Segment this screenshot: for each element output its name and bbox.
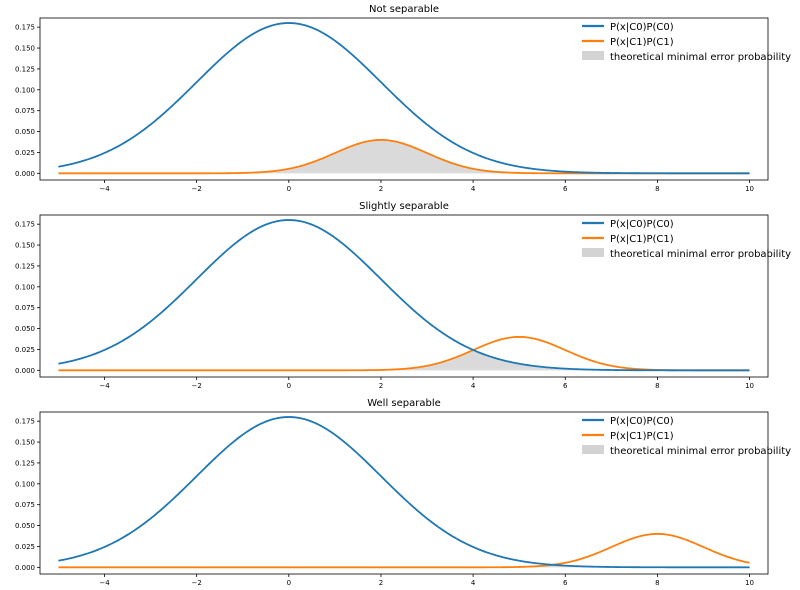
c0-curve (58, 22, 750, 175)
y-tick-label: 0.125 (15, 459, 35, 467)
legend-swatch-area (582, 51, 604, 60)
y-tick-label: 0.175 (15, 418, 35, 426)
x-tick-label: 4 (471, 382, 476, 390)
c0-curve (58, 416, 750, 569)
legend-entry: P(x|C1)P(C1) (610, 37, 674, 48)
chart-svg: Not separable −4 −2 0 2 4 6 8 10 0.000 0.025 0.050 0… (15, 4, 791, 193)
legend-entry: theoretical minimal error probability (610, 446, 791, 457)
legend-swatch-area (582, 445, 604, 454)
y-tick-label: 0.025 (15, 346, 35, 354)
y-tick-label: 0.050 (15, 325, 35, 333)
x-tick-label: −4 (99, 185, 110, 193)
y-tick-label: 0.100 (15, 480, 35, 488)
subplot-not-separable: Not separable −4 −2 0 2 4 6 8 10 0.000 0.025 0.050 0… (0, 0, 800, 196)
c1-curve (58, 336, 750, 372)
legend-entry: P(x|C0)P(C0) (610, 22, 674, 33)
x-tick-label: 4 (471, 579, 476, 587)
y-tick-label: 0.075 (15, 304, 35, 312)
legend-entry: theoretical minimal error probability (610, 249, 791, 260)
x-tick-label: 8 (655, 382, 659, 390)
axes-frame (39, 17, 769, 181)
y-tick-label: 0.150 (15, 45, 35, 53)
x-tick-label: 10 (745, 382, 754, 390)
error-probability-area (58, 350, 750, 371)
x-tick-label: 10 (745, 185, 754, 193)
y-tick-label: 0.150 (15, 242, 35, 250)
x-tick-label: 4 (471, 185, 476, 193)
x-tick-label: 0 (287, 185, 291, 193)
y-tick-label: 0.000 (15, 564, 35, 572)
chart-title: Well separable (367, 398, 441, 409)
error-probability-area (58, 139, 750, 174)
legend-entry: P(x|C0)P(C0) (610, 219, 674, 230)
x-tick-label: 0 (287, 382, 291, 390)
subplot-slightly-separable: Slightly separable −4 −2 0 2 4 6 8 10 0.000 0.025 0… (0, 197, 800, 393)
y-tick-label: 0.125 (15, 65, 35, 73)
x-tick-label: −2 (191, 579, 201, 587)
y-tick-label: 0.025 (15, 543, 35, 551)
y-tick-label: 0.025 (15, 149, 35, 157)
y-tick-label: 0.100 (15, 86, 35, 94)
legend-entry: theoretical minimal error probability (610, 52, 791, 63)
c1-curve (58, 533, 750, 569)
chart-title: Not separable (369, 4, 439, 15)
legend-swatch-area (582, 248, 604, 257)
x-tick-label: −4 (99, 579, 110, 587)
legend-entry: P(x|C1)P(C1) (610, 431, 674, 442)
y-tick-label: 0.000 (15, 170, 35, 178)
y-tick-label: 0.175 (15, 221, 35, 229)
legend-entry: P(x|C0)P(C0) (610, 416, 674, 427)
axes-frame (39, 214, 769, 378)
y-tick-label: 0.175 (15, 24, 35, 32)
x-tick-label: 6 (563, 185, 568, 193)
y-tick-label: 0.150 (15, 439, 35, 447)
y-tick-label: 0.125 (15, 262, 35, 270)
x-tick-label: 8 (655, 579, 659, 587)
y-tick-label: 0.100 (15, 283, 35, 291)
chart-title: Slightly separable (359, 201, 449, 212)
x-tick-label: 2 (379, 382, 383, 390)
x-tick-label: 8 (655, 185, 659, 193)
legend-entry: P(x|C1)P(C1) (610, 234, 674, 245)
y-tick-label: 0.050 (15, 128, 35, 136)
chart-svg: Slightly separable −4 −2 0 2 4 6 8 10 0.000 0.025 0… (15, 201, 791, 390)
c0-curve (58, 219, 750, 372)
y-tick-label: 0.000 (15, 367, 35, 375)
chart-svg: Well separable −4 −2 0 2 4 6 8 10 0.000 0.025 0.050… (15, 398, 791, 587)
x-tick-label: −4 (99, 382, 110, 390)
x-tick-label: 0 (287, 579, 291, 587)
y-tick-label: 0.075 (15, 107, 35, 115)
x-tick-label: 10 (745, 579, 754, 587)
x-tick-label: 2 (379, 579, 383, 587)
axes-frame (39, 411, 769, 575)
x-tick-label: 6 (563, 579, 568, 587)
x-tick-label: 6 (563, 382, 568, 390)
x-tick-label: −2 (191, 185, 201, 193)
x-tick-label: −2 (191, 382, 201, 390)
x-tick-label: 2 (379, 185, 383, 193)
y-tick-label: 0.050 (15, 522, 35, 530)
y-tick-label: 0.075 (15, 501, 35, 509)
subplot-well-separable: Well separable −4 −2 0 2 4 6 8 10 0.000 0.025 0.050… (0, 394, 800, 590)
